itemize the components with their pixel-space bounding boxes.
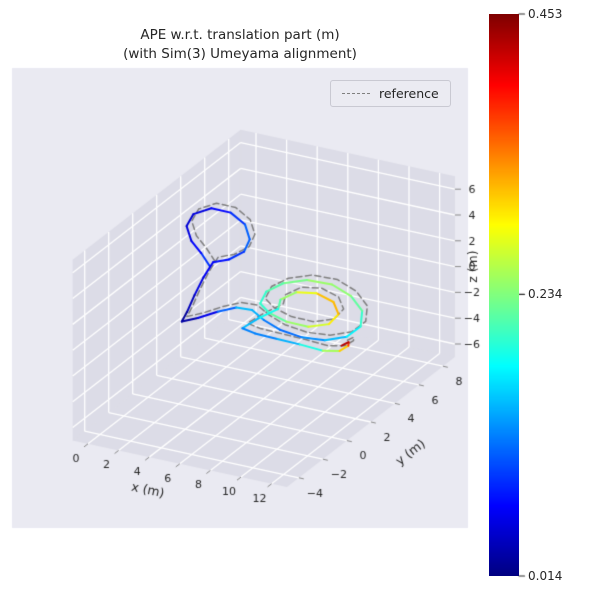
colorbar-tick-label-mid: 0.234 — [528, 287, 563, 301]
colorbar-tick-label-min: 0.014 — [528, 569, 563, 583]
chart-title: APE w.r.t. translation part (m) (with Si… — [0, 26, 480, 64]
colorbar-gradient — [489, 14, 519, 576]
chart-title-line-1: APE w.r.t. translation part (m) — [140, 27, 340, 43]
legend-label-reference: reference — [379, 86, 439, 101]
legend: reference — [330, 80, 451, 107]
dashed-line-icon — [342, 93, 370, 94]
chart-title-line-2: (with Sim(3) Umeyama alignment) — [123, 46, 357, 62]
colorbar-tick-label-max: 0.453 — [528, 7, 563, 21]
